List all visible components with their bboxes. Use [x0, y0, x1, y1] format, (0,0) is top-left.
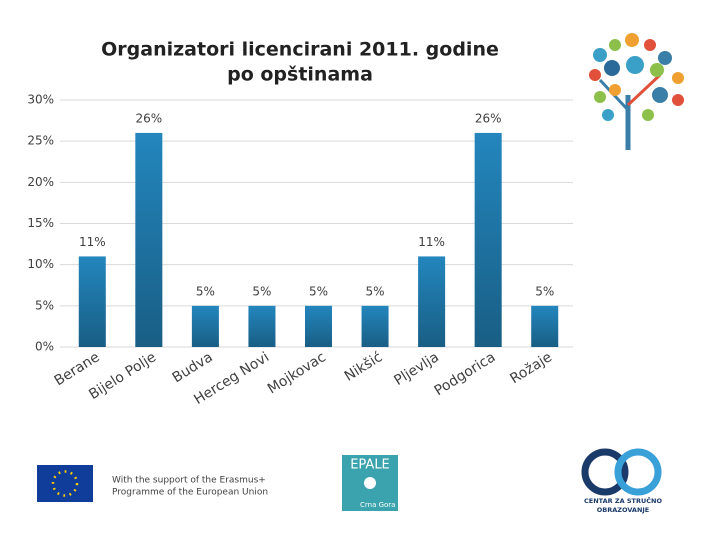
- data-label: 11%: [418, 235, 445, 249]
- support-text: With the support of the Erasmus+: [112, 476, 266, 486]
- data-label: 5%: [252, 284, 271, 298]
- bar-shade: [474, 132, 502, 347]
- x-tick-label: Podgorica: [432, 349, 499, 399]
- data-label: 5%: [535, 284, 554, 298]
- y-tick-label: 0%: [35, 340, 54, 354]
- cso-logo: [581, 448, 662, 496]
- eu-flag: [37, 465, 93, 502]
- data-label: 11%: [79, 235, 106, 249]
- data-label: 26%: [475, 111, 502, 125]
- bar-shade: [78, 256, 106, 347]
- y-tick-label: 30%: [27, 93, 54, 107]
- epale-text: EPALE: [350, 458, 390, 473]
- epale-icon: [364, 477, 376, 489]
- y-tick-label: 5%: [35, 298, 54, 312]
- bar-shade: [191, 305, 219, 347]
- bar-shade: [418, 256, 446, 347]
- chart-title: po opštinama: [227, 64, 373, 86]
- x-tick-label: Nikšić: [342, 349, 386, 384]
- x-tick-label: Budva: [170, 349, 216, 386]
- bar-shade: [248, 305, 276, 347]
- x-tick-label: Mojkovac: [265, 349, 329, 397]
- chart-title: Organizatori licencirani 2011. godine: [101, 39, 499, 61]
- cso-text: OBRAZOVANJE: [597, 506, 650, 514]
- y-tick-label: 10%: [27, 257, 54, 271]
- y-tick-label: 20%: [27, 175, 54, 189]
- x-tick-label: Rožaje: [507, 349, 555, 387]
- y-tick-label: 15%: [27, 216, 54, 230]
- data-label: 5%: [196, 284, 215, 298]
- bar-shade: [135, 132, 163, 347]
- data-label: 26%: [135, 111, 162, 125]
- bar-shade: [531, 305, 559, 347]
- support-text: Programme of the European Union: [112, 488, 268, 498]
- y-tick-label: 25%: [27, 134, 54, 148]
- epale-country: Crna Gora: [360, 501, 395, 509]
- tree-logo: [589, 33, 684, 150]
- data-label: 5%: [309, 284, 328, 298]
- cso-text: CENTAR ZA STRUČNO: [584, 496, 662, 505]
- bar-shade: [305, 305, 332, 347]
- bar-shade: [361, 305, 389, 347]
- data-label: 5%: [366, 284, 385, 298]
